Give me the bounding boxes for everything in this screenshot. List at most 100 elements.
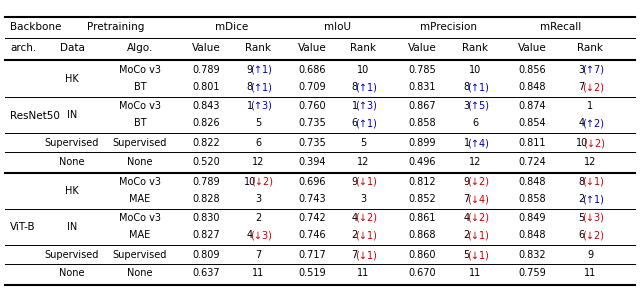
Text: (↓3): (↓3) [250, 230, 271, 240]
Text: 0.743: 0.743 [298, 194, 326, 204]
Text: mIoU: mIoU [324, 22, 351, 32]
Text: 5: 5 [463, 250, 470, 260]
Text: 0.852: 0.852 [408, 194, 436, 204]
Text: 0.860: 0.860 [408, 250, 436, 260]
Text: 9: 9 [463, 177, 470, 187]
Text: (↓4): (↓4) [467, 194, 488, 204]
Text: 0.843: 0.843 [192, 101, 220, 111]
Text: 5: 5 [255, 118, 261, 128]
Text: 1: 1 [463, 138, 470, 148]
Text: (↓2): (↓2) [355, 213, 377, 223]
Text: (↑2): (↑2) [582, 118, 604, 128]
Text: (↓2): (↓2) [584, 138, 605, 148]
Text: 0.519: 0.519 [298, 268, 326, 278]
Text: (↑1): (↑1) [250, 65, 271, 75]
Text: 4: 4 [579, 118, 585, 128]
Text: 10: 10 [575, 138, 588, 148]
Text: 6: 6 [255, 138, 261, 148]
Text: 12: 12 [469, 157, 481, 167]
Text: 0.637: 0.637 [192, 268, 220, 278]
Text: 3: 3 [579, 65, 585, 75]
Text: (↑1): (↑1) [250, 82, 271, 92]
Text: 0.760: 0.760 [298, 101, 326, 111]
Text: 0.856: 0.856 [518, 65, 546, 75]
Text: IN: IN [67, 222, 77, 231]
Text: (↑3): (↑3) [355, 101, 376, 111]
Text: 0.742: 0.742 [298, 213, 326, 223]
Text: 0.809: 0.809 [192, 250, 220, 260]
Text: Backbone: Backbone [10, 22, 61, 32]
Text: arch.: arch. [10, 43, 36, 53]
Text: 3: 3 [255, 194, 261, 204]
Text: 0.724: 0.724 [518, 157, 546, 167]
Text: Rank: Rank [462, 43, 488, 53]
Text: IN: IN [67, 109, 77, 120]
Text: MAE: MAE [129, 194, 150, 204]
Text: 1: 1 [351, 101, 358, 111]
Text: 0.848: 0.848 [518, 177, 546, 187]
Text: 0.496: 0.496 [408, 157, 436, 167]
Text: MAE: MAE [129, 230, 150, 240]
Text: 0.822: 0.822 [192, 138, 220, 148]
Text: 11: 11 [584, 268, 596, 278]
Text: 0.831: 0.831 [408, 82, 436, 92]
Text: 10: 10 [469, 65, 481, 75]
Text: Data: Data [60, 43, 84, 53]
Text: 4: 4 [246, 230, 253, 240]
Text: 0.832: 0.832 [518, 250, 546, 260]
Text: (↑1): (↑1) [467, 82, 488, 92]
Text: Supervised: Supervised [113, 250, 167, 260]
Text: 0.789: 0.789 [192, 177, 220, 187]
Text: 0.858: 0.858 [518, 194, 546, 204]
Text: 0.746: 0.746 [298, 230, 326, 240]
Text: 0.858: 0.858 [408, 118, 436, 128]
Text: 8: 8 [246, 82, 253, 92]
Text: BT: BT [134, 82, 147, 92]
Text: 0.827: 0.827 [192, 230, 220, 240]
Text: (↓1): (↓1) [355, 177, 376, 187]
Text: Rank: Rank [350, 43, 376, 53]
Text: 4: 4 [463, 213, 470, 223]
Text: 1: 1 [587, 101, 593, 111]
Text: MoCo v3: MoCo v3 [119, 177, 161, 187]
Text: 3: 3 [463, 101, 470, 111]
Text: 0.785: 0.785 [408, 65, 436, 75]
Text: 0.789: 0.789 [192, 65, 220, 75]
Text: 5: 5 [360, 138, 366, 148]
Text: 0.394: 0.394 [298, 157, 326, 167]
Text: 0.709: 0.709 [298, 82, 326, 92]
Text: (↓2): (↓2) [582, 82, 604, 92]
Text: None: None [60, 268, 84, 278]
Text: 12: 12 [584, 157, 596, 167]
Text: (↓1): (↓1) [355, 230, 376, 240]
Text: 0.854: 0.854 [518, 118, 546, 128]
Text: 0.861: 0.861 [408, 213, 436, 223]
Text: Supervised: Supervised [45, 250, 99, 260]
Text: 7: 7 [255, 250, 261, 260]
Text: Value: Value [191, 43, 220, 53]
Text: 2: 2 [579, 194, 585, 204]
Text: 12: 12 [252, 157, 264, 167]
Text: mRecall: mRecall [540, 22, 582, 32]
Text: 0.848: 0.848 [518, 82, 546, 92]
Text: mPrecision: mPrecision [420, 22, 477, 32]
Text: (↓2): (↓2) [582, 230, 604, 240]
Text: 2: 2 [255, 213, 261, 223]
Text: ResNet50: ResNet50 [10, 111, 60, 121]
Text: 0.735: 0.735 [298, 138, 326, 148]
Text: 7: 7 [579, 82, 585, 92]
Text: None: None [60, 157, 84, 167]
Text: Value: Value [408, 43, 436, 53]
Text: 3: 3 [360, 194, 366, 204]
Text: 6: 6 [351, 118, 358, 128]
Text: 11: 11 [252, 268, 264, 278]
Text: Supervised: Supervised [45, 138, 99, 148]
Text: Value: Value [298, 43, 326, 53]
Text: 11: 11 [469, 268, 481, 278]
Text: 1: 1 [246, 101, 253, 111]
Text: 0.849: 0.849 [518, 213, 546, 223]
Text: (↓1): (↓1) [467, 230, 488, 240]
Text: 2: 2 [463, 230, 470, 240]
Text: 8: 8 [463, 82, 470, 92]
Text: Algo.: Algo. [127, 43, 153, 53]
